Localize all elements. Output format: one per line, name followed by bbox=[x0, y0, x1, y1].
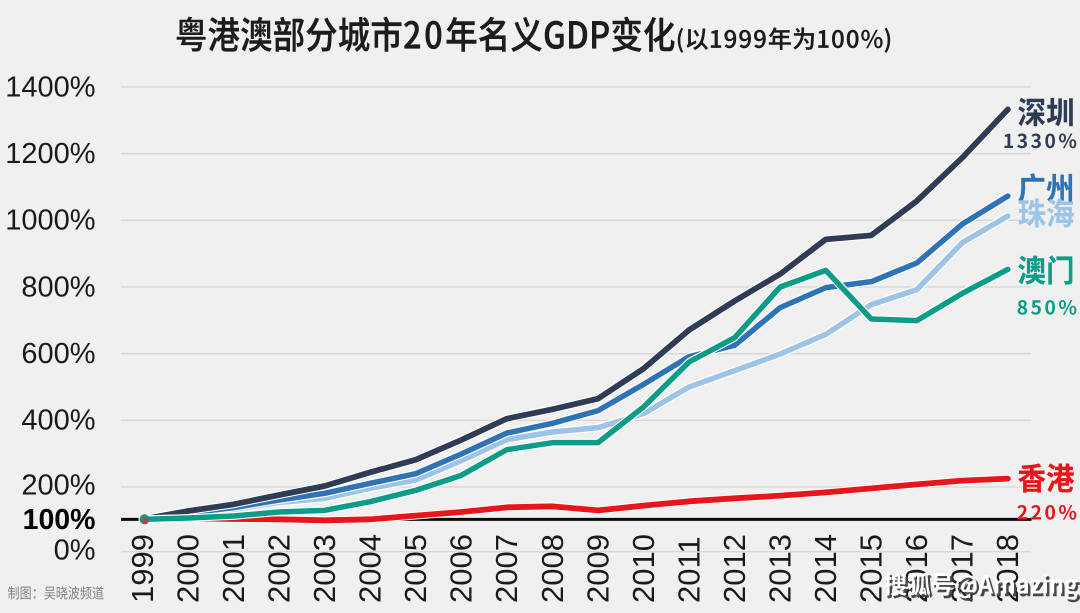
svg-text:0%: 0% bbox=[54, 534, 96, 566]
svg-text:400%: 400% bbox=[21, 405, 95, 437]
svg-text:2008: 2008 bbox=[535, 534, 570, 603]
svg-text:600%: 600% bbox=[21, 338, 95, 370]
svg-text:1999: 1999 bbox=[125, 534, 160, 603]
svg-text:2012: 2012 bbox=[717, 534, 752, 603]
svg-text:1400%: 1400% bbox=[5, 71, 95, 103]
svg-text:2014: 2014 bbox=[808, 534, 843, 603]
svg-text:2001: 2001 bbox=[216, 534, 251, 603]
svg-text:200%: 200% bbox=[21, 470, 95, 502]
svg-text:2004: 2004 bbox=[353, 534, 388, 603]
svg-text:2011: 2011 bbox=[671, 536, 706, 603]
svg-text:2015: 2015 bbox=[854, 534, 889, 603]
svg-text:2013: 2013 bbox=[763, 534, 798, 603]
svg-text:2000: 2000 bbox=[170, 534, 205, 603]
svg-text:2010: 2010 bbox=[626, 534, 661, 603]
svg-text:2002: 2002 bbox=[261, 534, 296, 603]
svg-text:2007: 2007 bbox=[489, 534, 524, 603]
svg-text:2005: 2005 bbox=[398, 534, 433, 603]
svg-text:1000%: 1000% bbox=[5, 205, 95, 237]
svg-text:2006: 2006 bbox=[444, 534, 479, 603]
svg-text:2009: 2009 bbox=[580, 534, 615, 603]
svg-text:2003: 2003 bbox=[307, 534, 342, 603]
svg-text:800%: 800% bbox=[21, 271, 95, 303]
svg-text:1200%: 1200% bbox=[5, 138, 95, 170]
svg-text:100%: 100% bbox=[23, 504, 96, 536]
